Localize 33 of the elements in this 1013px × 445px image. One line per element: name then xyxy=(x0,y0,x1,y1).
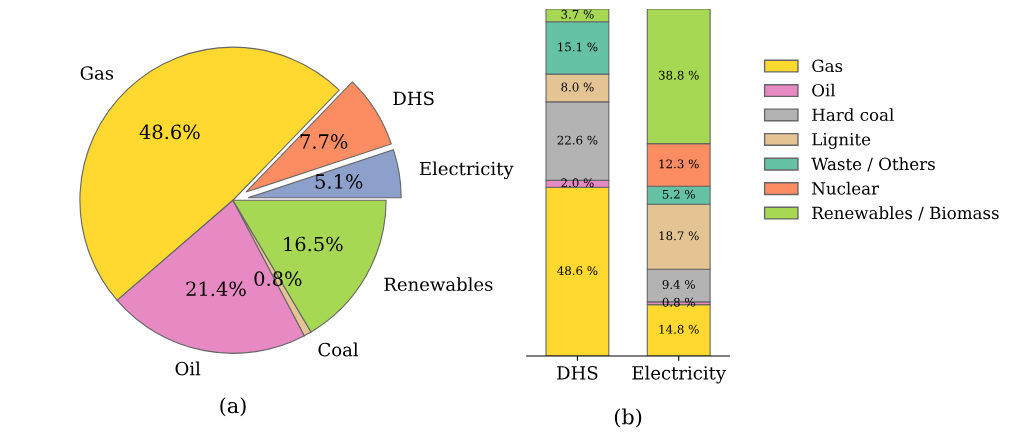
data-label: 15.1 % xyxy=(558,42,598,52)
legend-label: Gas xyxy=(812,59,843,73)
data-label: 14.8 % xyxy=(659,324,699,334)
legend-label: Hard coal xyxy=(812,108,894,122)
data-label: 5.1% xyxy=(315,174,363,189)
legend-label: Waste / Others xyxy=(811,157,935,172)
legend-label: Nuclear xyxy=(812,181,880,195)
slice-label: Coal xyxy=(318,342,359,357)
data-label: 16.5% xyxy=(284,236,343,252)
legend-label: Oil xyxy=(812,83,836,97)
data-label: 2.0 % xyxy=(561,178,594,188)
data-label: 8.0 % xyxy=(561,82,594,92)
data-label: 22.6 % xyxy=(557,135,598,145)
slice-label: Renewables xyxy=(384,277,493,292)
data-label: 18.7 % xyxy=(659,231,699,241)
data-label: 12.3 % xyxy=(659,159,699,169)
slice-label: Electricity xyxy=(419,161,514,180)
slice-label: Gas xyxy=(80,66,114,80)
data-label: 3.7 % xyxy=(561,9,594,19)
x-axis-title: (b) xyxy=(614,408,642,428)
data-label: 48.6% xyxy=(139,124,200,140)
data-label: 21.4% xyxy=(186,281,246,297)
data-label: 38.8 % xyxy=(658,70,699,80)
legend-label: Renewables / Biomass xyxy=(812,206,999,221)
text: (a) xyxy=(220,397,246,417)
data-label: 7.7% xyxy=(300,134,348,149)
slice-label: DHS xyxy=(393,91,434,106)
slice-label: Oil xyxy=(175,361,201,376)
data-label: 48.6 % xyxy=(557,266,598,276)
data-label: 9.4 % xyxy=(662,280,695,289)
data-label: 0.8% xyxy=(254,271,302,287)
data-label: 5.2 % xyxy=(662,189,695,199)
legend-label: Lignite xyxy=(812,133,871,149)
